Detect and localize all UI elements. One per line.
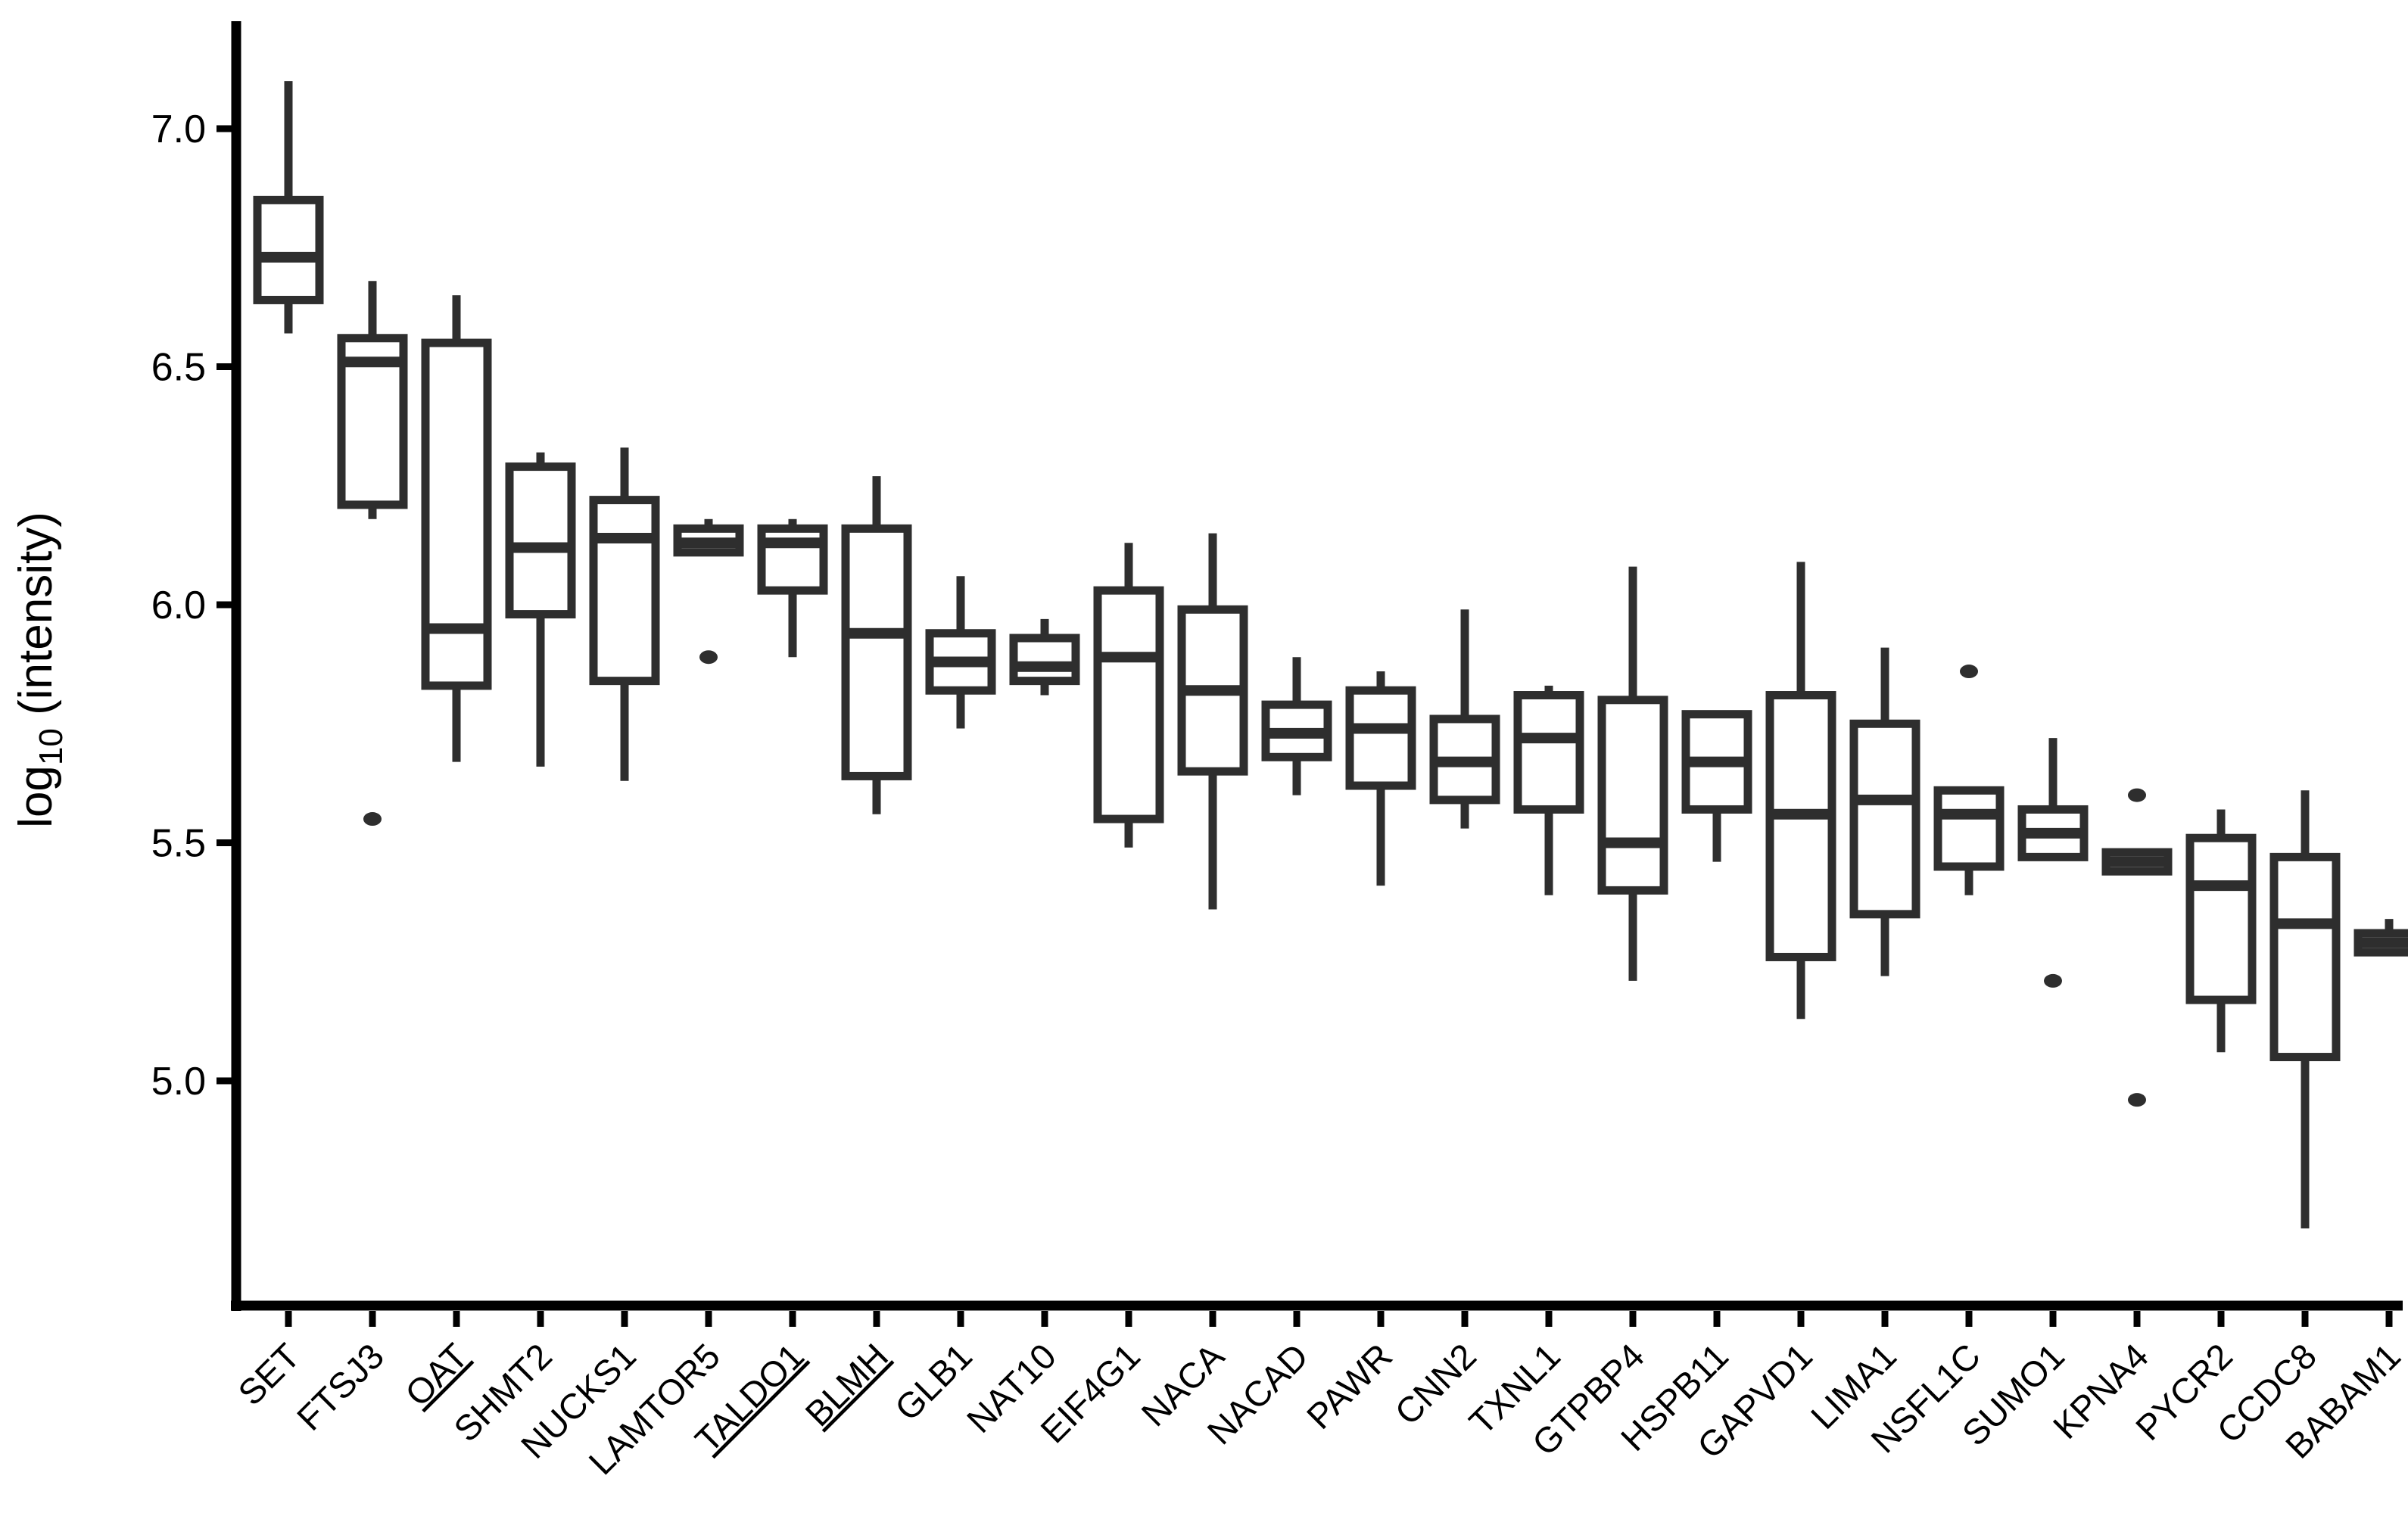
iqr-box-NSFL1C bbox=[1933, 786, 2005, 871]
y-tick-label: 7.0 bbox=[151, 107, 206, 151]
box-group-PAWR: PAWR bbox=[1299, 671, 1416, 1437]
x-category-label-FTSJ3: FTSJ3 bbox=[289, 1336, 391, 1438]
iqr-box-SET bbox=[253, 195, 324, 304]
iqr-box-LIMA1 bbox=[1849, 719, 1920, 919]
y-axis-title: log10 (intensity) bbox=[10, 512, 70, 828]
box-group-SET: SET bbox=[230, 81, 324, 1413]
iqr-box-BLMH bbox=[841, 524, 912, 780]
iqr-box-PAWR bbox=[1345, 686, 1416, 790]
iqr-box-NUCKS1 bbox=[589, 496, 660, 686]
y-tick-label: 5.5 bbox=[151, 822, 206, 866]
y-tick-label: 6.0 bbox=[151, 584, 206, 627]
iqr-box-TXNL1 bbox=[1513, 691, 1584, 814]
box-group-NAT10: NAT10 bbox=[959, 618, 1080, 1440]
iqr-box-CCDC8 bbox=[2269, 852, 2341, 1062]
y-tick-label: 6.5 bbox=[151, 346, 206, 390]
outlier-point-NSFL1C bbox=[1960, 665, 1978, 679]
box-group-FTSJ3: FTSJ3 bbox=[289, 281, 408, 1438]
iqr-box-GAPVD1 bbox=[1765, 691, 1836, 961]
iqr-box-OAT bbox=[421, 338, 492, 690]
y-tick-label: 5.0 bbox=[151, 1060, 206, 1104]
box-group-PYCR2: PYCR2 bbox=[2128, 809, 2257, 1448]
outlier-point-KPNA4 bbox=[2128, 788, 2146, 802]
box-group-GAPVD1: GAPVD1 bbox=[1690, 562, 1836, 1466]
x-category-label-BLMH: BLMH bbox=[797, 1336, 896, 1434]
outlier-point-KPNA4 bbox=[2128, 1093, 2146, 1107]
iqr-box-SHMT2 bbox=[505, 462, 576, 619]
iqr-box-NAT10 bbox=[1009, 634, 1080, 686]
iqr-box-EIF4G1 bbox=[1093, 586, 1164, 823]
box-group-OAT: OAT bbox=[397, 295, 492, 1414]
box-group-NACAD: NACAD bbox=[1199, 657, 1332, 1452]
x-category-label-PAWR: PAWR bbox=[1299, 1336, 1400, 1437]
outlier-point-LAMTOR5 bbox=[699, 650, 718, 665]
iqr-box-PYCR2 bbox=[2185, 833, 2257, 1004]
x-category-label-SET: SET bbox=[230, 1336, 307, 1413]
outlier-point-FTSJ3 bbox=[363, 812, 382, 827]
iqr-box-GTPBP4 bbox=[1597, 696, 1668, 895]
box-group-KPNA4: KPNA4 bbox=[2045, 788, 2173, 1446]
outlier-point-SUMO1 bbox=[2044, 973, 2062, 988]
box-group-BLMH: BLMH bbox=[797, 476, 912, 1434]
